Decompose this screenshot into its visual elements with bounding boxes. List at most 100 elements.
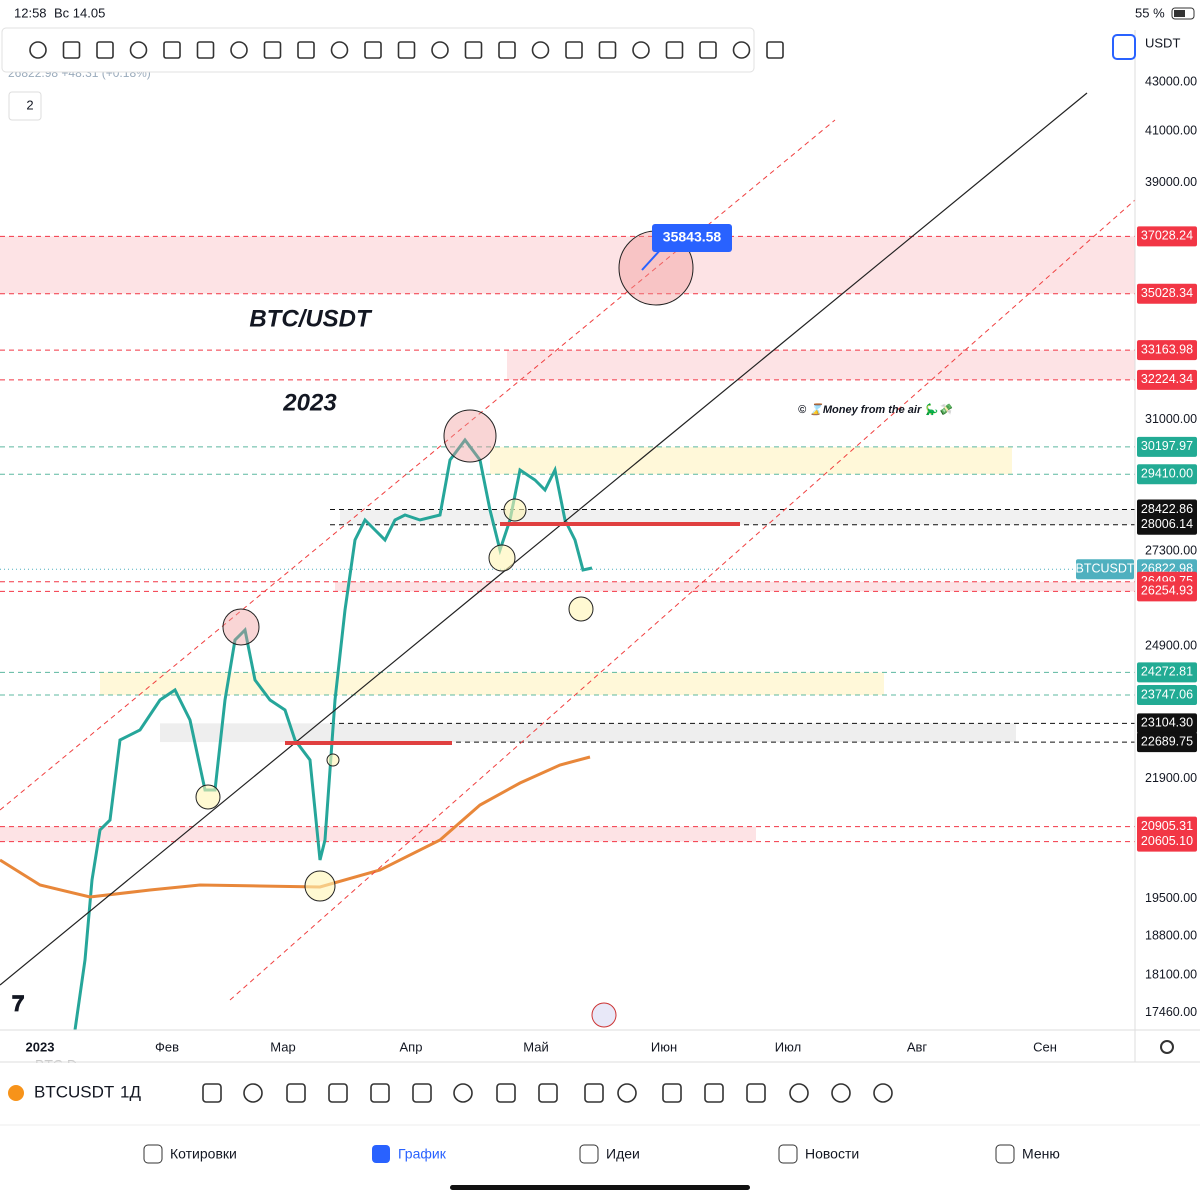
price-tag-label: 28422.86: [1141, 502, 1193, 516]
tool-icon[interactable]: [699, 41, 717, 59]
layers-button[interactable]: [8, 91, 42, 121]
home-indicator: [450, 1185, 750, 1190]
tool-icon[interactable]: [129, 41, 148, 59]
nav-icon[interactable]: [579, 1144, 599, 1164]
nav-label[interactable]: График: [398, 1146, 447, 1162]
tool-icon[interactable]: [163, 41, 181, 59]
tool-icon[interactable]: [412, 1083, 432, 1103]
price-tag: [1137, 283, 1197, 304]
price-tag: [1137, 732, 1197, 753]
tool-icon[interactable]: [873, 1083, 893, 1103]
nav-icon[interactable]: [143, 1144, 163, 1164]
tool-icon[interactable]: [584, 1083, 604, 1103]
tool-icon[interactable]: [531, 41, 550, 59]
price-tag: [1137, 340, 1197, 361]
event-icon[interactable]: [591, 1002, 617, 1028]
price-tag: [1137, 436, 1197, 457]
nav-icon[interactable]: [372, 1145, 390, 1163]
settings-icon[interactable]: [1160, 1040, 1174, 1054]
tool-icon[interactable]: [617, 1083, 637, 1103]
tool-icon[interactable]: [29, 41, 47, 59]
tool-icon[interactable]: [297, 41, 315, 59]
tool-icon[interactable]: [263, 41, 282, 59]
nav-label[interactable]: Котировки: [170, 1146, 237, 1162]
time-label: Авг: [907, 1039, 928, 1054]
time-label: Май: [523, 1039, 548, 1054]
tool-icon[interactable]: [397, 41, 416, 59]
time-label: Мар: [270, 1039, 295, 1054]
nav-label[interactable]: Меню: [1022, 1146, 1060, 1162]
tool-icon[interactable]: [196, 41, 215, 59]
price-tag-label: 28006.14: [1141, 517, 1193, 531]
time-label: Июл: [775, 1039, 801, 1054]
tool-icon[interactable]: [453, 1083, 473, 1103]
tool-icon[interactable]: [328, 1083, 348, 1103]
tool-icon[interactable]: [464, 41, 483, 59]
price-tag-label: 23747.06: [1141, 687, 1193, 701]
currency[interactable]: USDT: [1145, 35, 1180, 50]
price-tag: [1137, 685, 1197, 706]
price-tag-label: 23104.30: [1141, 716, 1193, 730]
tool-icon[interactable]: [243, 1083, 263, 1103]
drawing-toolbar: [1, 27, 755, 73]
price-tag: [1137, 662, 1197, 683]
symbol-tag-label: BTCUSDT: [1075, 562, 1134, 576]
tool-icon[interactable]: [202, 1083, 222, 1103]
zone: [0, 826, 756, 842]
time-label: Апр: [400, 1039, 423, 1054]
price-tag: [1137, 226, 1197, 247]
coin-icon: [8, 1085, 24, 1101]
fullscreen-button[interactable]: [1112, 34, 1136, 60]
price-axis: 43000.00 41000.00 39000.00 31000.00 27300.00…: [1075, 74, 1197, 1019]
tool-icon[interactable]: [330, 41, 349, 59]
tool-icon[interactable]: [96, 41, 114, 59]
chart-year: 2023: [282, 389, 337, 416]
tool-icon[interactable]: [496, 1083, 516, 1103]
chart-toolbar: [202, 1083, 893, 1103]
price-line: [73, 437, 593, 1031]
zone: [335, 581, 1135, 592]
tool-icon[interactable]: [598, 41, 617, 59]
tool-icon[interactable]: [732, 41, 751, 59]
watermark: © ⌛Money from the air 🦕💸: [798, 403, 954, 416]
tool-icon[interactable]: [766, 41, 784, 59]
tool-icon[interactable]: [498, 41, 516, 59]
price-label: 18100.00: [1145, 968, 1197, 982]
battery: 55 %: [1135, 5, 1165, 20]
tool-icon[interactable]: [364, 41, 382, 59]
logo: 𝟕: [12, 991, 25, 1016]
time-label: Фев: [155, 1039, 179, 1054]
tool-icon[interactable]: [831, 1083, 851, 1103]
interval[interactable]: 1Д: [120, 1082, 141, 1101]
price-tag-label: 29410.00: [1141, 467, 1193, 481]
price-tag: [1137, 581, 1197, 602]
tool-icon[interactable]: [746, 1083, 766, 1103]
zone: [0, 236, 1135, 294]
tool-icon[interactable]: [230, 41, 248, 59]
symbol[interactable]: BTCUSDT: [34, 1082, 114, 1101]
nav-icon[interactable]: [995, 1144, 1015, 1164]
price-tag: [1137, 514, 1197, 535]
chart-title: BTC/USDT: [249, 305, 373, 332]
tool-icon[interactable]: [62, 41, 81, 59]
tool-icon[interactable]: [632, 41, 650, 59]
tool-icon[interactable]: [662, 1083, 682, 1103]
nav: Котировки График Идеи Новости Меню: [143, 1144, 1060, 1164]
price-label: 27300.00: [1145, 543, 1197, 557]
tool-icon[interactable]: [431, 41, 449, 59]
price-label: 39000.00: [1145, 175, 1197, 189]
tool-icon[interactable]: [565, 41, 583, 59]
nav-icon[interactable]: [778, 1144, 798, 1164]
price-tag-label: 33163.98: [1141, 342, 1193, 356]
nav-label[interactable]: Новости: [805, 1146, 859, 1162]
zone: [160, 723, 1016, 743]
tool-icon[interactable]: [789, 1083, 809, 1103]
tool-icon[interactable]: [704, 1083, 724, 1103]
tool-icon[interactable]: [538, 1083, 558, 1103]
tool-icon[interactable]: [286, 1083, 306, 1103]
nav-label[interactable]: Идеи: [606, 1146, 640, 1162]
tool-icon[interactable]: [665, 41, 684, 59]
tool-icon[interactable]: [370, 1083, 390, 1103]
price-tag: [1137, 464, 1197, 485]
trend-line: [0, 92, 1088, 986]
